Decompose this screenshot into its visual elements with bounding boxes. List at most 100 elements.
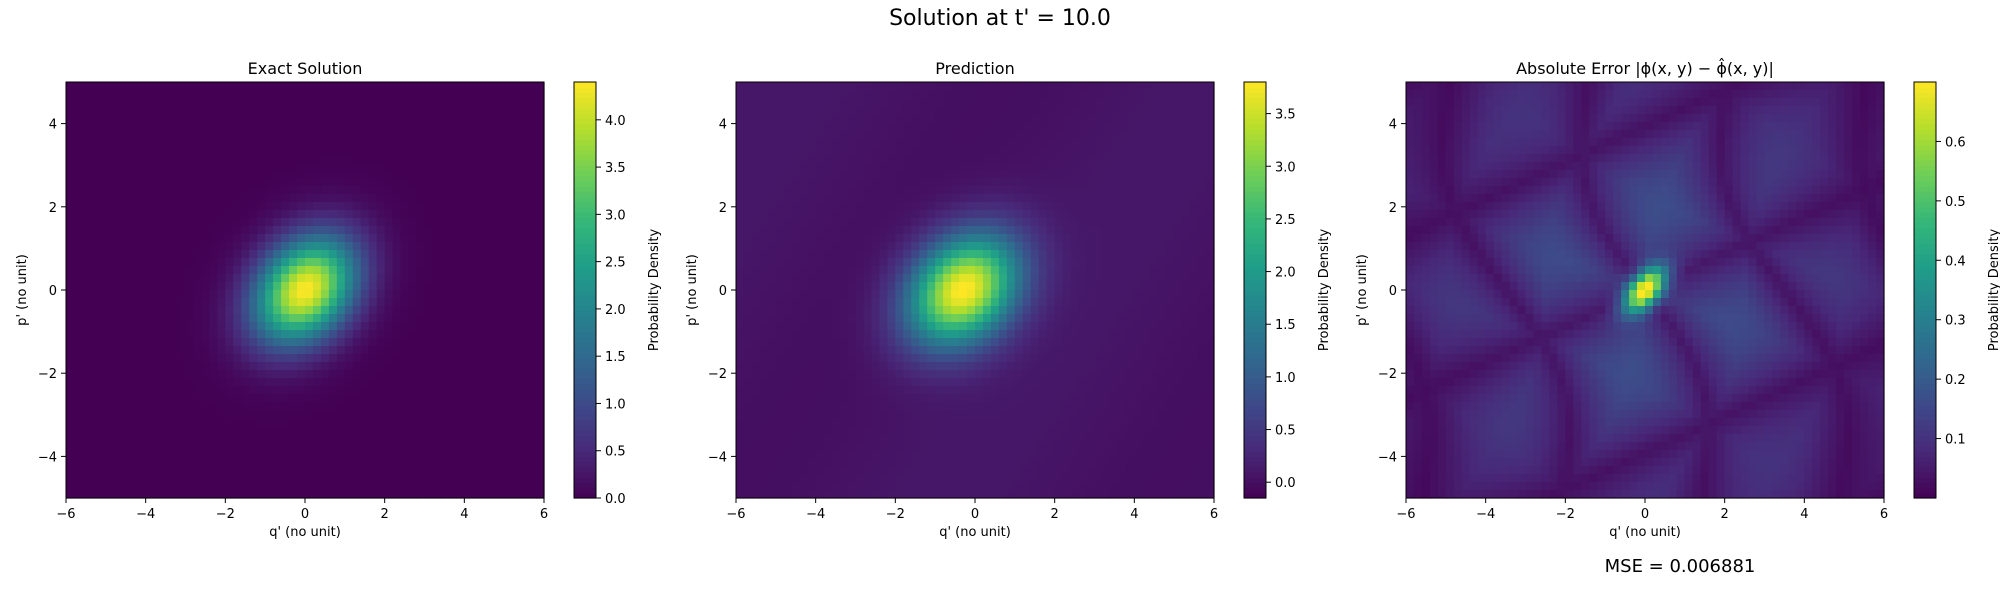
heatmap-cell [504, 282, 513, 291]
heatmap-cell [432, 306, 441, 315]
heatmap-cell [249, 154, 258, 163]
heatmap-cell [536, 394, 545, 403]
heatmap-cell [959, 234, 968, 243]
heatmap-cell [464, 194, 473, 203]
heatmap-cell [417, 330, 426, 339]
heatmap-cell [999, 250, 1008, 259]
heatmap-cell [321, 98, 330, 107]
heatmap-cell [456, 466, 465, 475]
heatmap-cell [919, 170, 928, 179]
heatmap-cell [784, 330, 793, 339]
heatmap-cell [472, 186, 481, 195]
heatmap-cell [353, 218, 362, 227]
heatmap-cell [130, 186, 139, 195]
heatmap-cell [935, 90, 944, 99]
heatmap-cell [752, 458, 761, 467]
heatmap-cell [385, 426, 394, 435]
heatmap-cell [472, 386, 481, 395]
heatmap-cell [472, 410, 481, 419]
heatmap-cell [776, 210, 785, 219]
heatmap-cell [90, 90, 99, 99]
heatmap-cell [273, 482, 282, 491]
heatmap-cell [241, 202, 250, 211]
heatmap-cell [752, 98, 761, 107]
colorbar-segment [574, 92, 596, 98]
heatmap-cell [863, 458, 872, 467]
heatmap-cell [903, 314, 912, 323]
heatmap-cell [377, 346, 386, 355]
heatmap-cell [935, 426, 944, 435]
heatmap-cell [951, 434, 960, 443]
heatmap-cell [967, 210, 976, 219]
heatmap-cell [186, 482, 195, 491]
heatmap-cell [321, 290, 330, 299]
heatmap-cell [927, 298, 936, 307]
heatmap-cell [393, 298, 402, 307]
heatmap-cell [983, 378, 992, 387]
heatmap-cell [425, 274, 434, 283]
heatmap-cell [744, 362, 753, 371]
heatmap-cell [472, 450, 481, 459]
heatmap-cell [496, 274, 505, 283]
heatmap-cell [154, 442, 163, 451]
heatmap-cell [241, 306, 250, 315]
heatmap-cell [401, 418, 410, 427]
heatmap-cell [345, 258, 354, 267]
heatmap-cell [417, 434, 426, 443]
heatmap-cell [401, 490, 410, 499]
heatmap-cell [816, 274, 825, 283]
heatmap-cell [305, 194, 314, 203]
heatmap-cell [305, 266, 314, 275]
heatmap-cell [824, 362, 833, 371]
heatmap-cell [138, 458, 147, 467]
heatmap-cell [792, 410, 801, 419]
heatmap-cell [361, 202, 370, 211]
heatmap-cell [385, 154, 394, 163]
heatmap-cell [369, 426, 378, 435]
heatmap-cell [528, 330, 537, 339]
heatmap-cell [106, 458, 115, 467]
heatmap-cell [959, 258, 968, 267]
heatmap-cell [217, 354, 226, 363]
heatmap-cell [257, 402, 266, 411]
heatmap-cell [784, 442, 793, 451]
heatmap-cell [201, 178, 210, 187]
heatmap-cell [154, 170, 163, 179]
heatmap-cell [225, 314, 234, 323]
heatmap-cell [776, 338, 785, 347]
heatmap-cell [217, 370, 226, 379]
heatmap-cell [744, 226, 753, 235]
heatmap-cell [752, 210, 761, 219]
heatmap-cell [895, 394, 904, 403]
heatmap-cell [440, 330, 449, 339]
heatmap-cell [983, 306, 992, 315]
heatmap-cell [903, 386, 912, 395]
heatmap-cell [106, 130, 115, 139]
heatmap-cell [848, 194, 857, 203]
heatmap-cell [345, 130, 354, 139]
heatmap-cell [425, 282, 434, 291]
heatmap-cell [448, 314, 457, 323]
heatmap-cell [257, 226, 266, 235]
heatmap-cell [887, 490, 896, 499]
heatmap-cell [488, 258, 497, 267]
heatmap-cell [935, 306, 944, 315]
heatmap-cell [480, 90, 489, 99]
heatmap-cell [186, 410, 195, 419]
heatmap-cell [504, 466, 513, 475]
heatmap-cell [432, 202, 441, 211]
heatmap-cell [959, 490, 968, 499]
heatmap-cell [959, 378, 968, 387]
heatmap-cell [792, 322, 801, 331]
heatmap-cell [935, 442, 944, 451]
heatmap-cell [520, 258, 529, 267]
heatmap-cell [249, 474, 258, 483]
heatmap-cell [967, 266, 976, 275]
heatmap-cell [425, 290, 434, 299]
heatmap-cell [736, 290, 745, 299]
heatmap-cell [186, 298, 195, 307]
heatmap-cell [736, 394, 745, 403]
heatmap-cell [991, 322, 1000, 331]
heatmap-cell [768, 210, 777, 219]
heatmap-cell [385, 490, 394, 499]
